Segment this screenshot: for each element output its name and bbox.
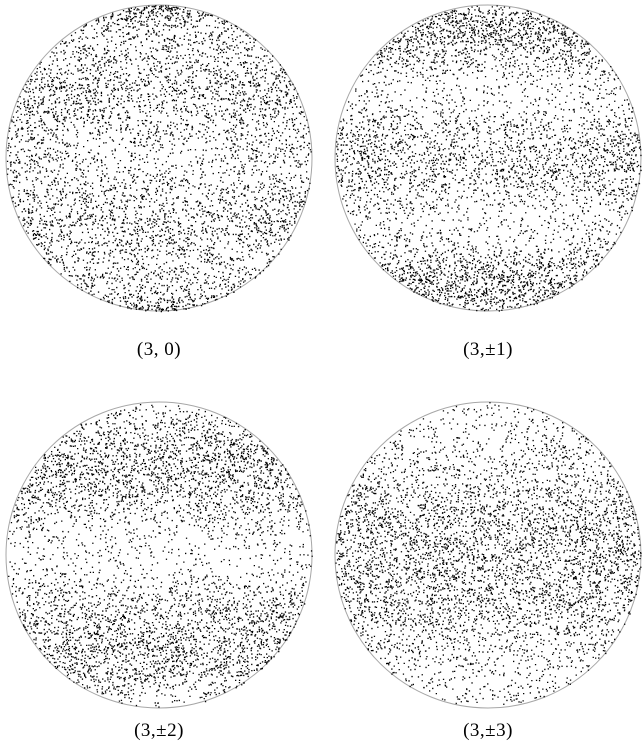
panel-label-l3-m1: (3,±1) <box>463 339 513 360</box>
density-panel-l3-m2: (3,±2) <box>4 400 314 741</box>
disc-outline <box>5 401 313 709</box>
panel-label-l3-m3: (3,±3) <box>463 720 513 741</box>
disc-outline <box>5 4 313 312</box>
density-disc-l3-m0 <box>5 4 313 313</box>
density-dots <box>335 402 642 705</box>
density-panel-l3-m0: (3, 0) <box>4 3 314 360</box>
density-dots <box>335 5 642 312</box>
density-disc-l3-m2 <box>5 401 313 709</box>
panel-label-l3-m2: (3,±2) <box>134 720 184 741</box>
panel-label-l3-m0: (3, 0) <box>136 339 182 360</box>
density-panel-l3-m1: (3,±1) <box>333 3 643 360</box>
density-dots <box>6 5 312 313</box>
disc-outline <box>334 4 642 312</box>
density-panel-l3-m3: (3,±3) <box>333 400 643 741</box>
density-dots <box>7 404 313 708</box>
density-disc-l3-m1 <box>334 4 642 312</box>
disc-outline <box>334 401 642 709</box>
density-disc-l3-m3 <box>334 401 642 709</box>
